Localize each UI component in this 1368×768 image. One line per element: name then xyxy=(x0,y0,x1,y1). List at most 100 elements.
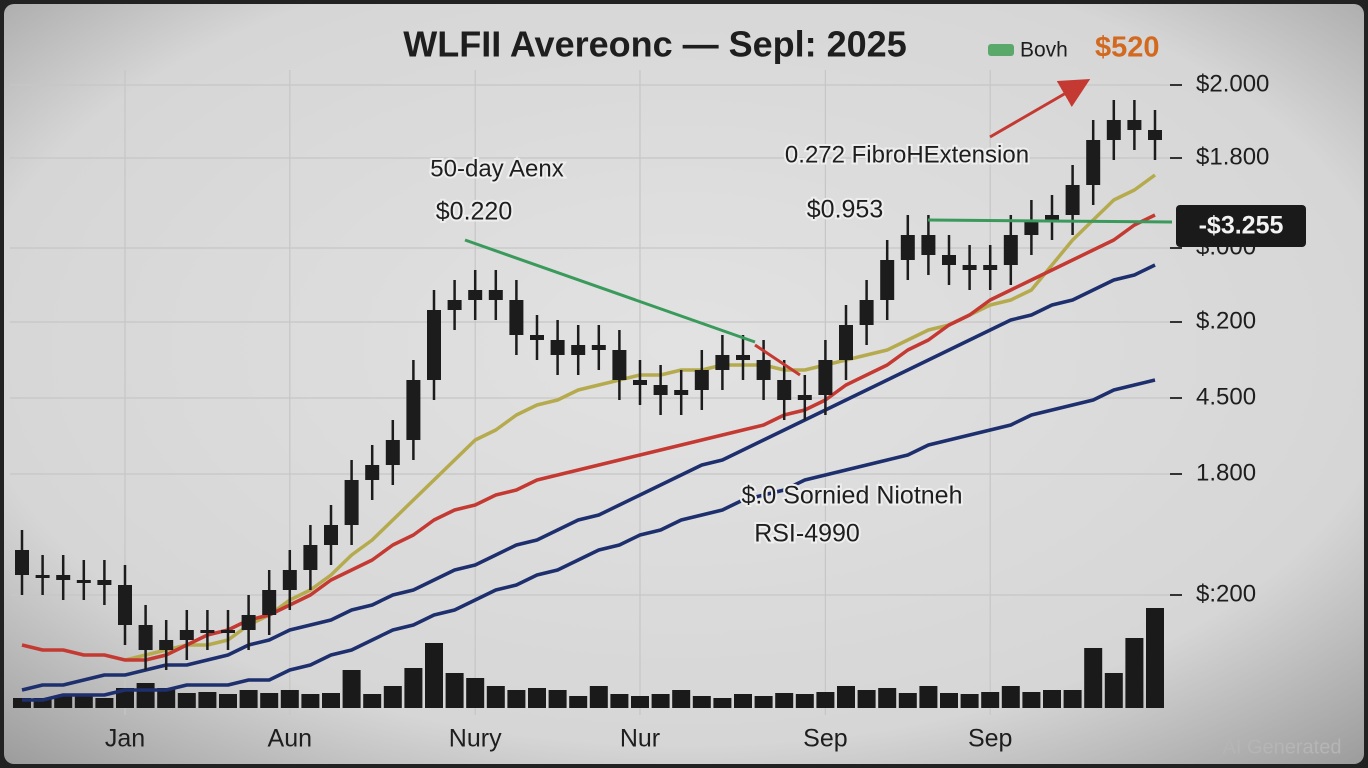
candle-body xyxy=(56,575,71,580)
candle-body xyxy=(983,265,998,270)
candle-body xyxy=(179,630,194,640)
legend-label: Bovh xyxy=(1020,39,1068,62)
volume-bar xyxy=(136,683,155,708)
y-tick-label: $2.000 xyxy=(1196,70,1269,97)
volume-bar xyxy=(528,688,546,708)
price-callout-box xyxy=(1176,205,1306,247)
volume-bar xyxy=(1084,648,1103,708)
candle-body xyxy=(324,525,338,545)
y-tick-label: 4.500 xyxy=(1196,383,1256,410)
annotation: 50-day Aenx xyxy=(430,155,563,182)
volume-bar xyxy=(342,670,361,708)
candle-body xyxy=(509,300,524,335)
candle-body xyxy=(591,345,606,350)
volume-bar xyxy=(486,686,505,708)
volume-bar xyxy=(795,694,814,708)
volume-bar xyxy=(734,694,752,708)
volume-bar xyxy=(301,694,320,708)
candle-body xyxy=(633,380,647,385)
volume-bar xyxy=(13,698,31,708)
volume-bar xyxy=(507,690,526,708)
volume-bar xyxy=(33,698,52,708)
candle-body xyxy=(262,590,277,615)
volume xyxy=(13,608,1164,708)
candle-body xyxy=(282,570,297,590)
moving-average xyxy=(21,213,1156,662)
volume-bar xyxy=(322,693,340,708)
volume-bar xyxy=(219,694,237,708)
candle-body xyxy=(1148,130,1162,140)
candle-body xyxy=(571,345,586,355)
candle-body xyxy=(859,300,874,325)
moving-average xyxy=(22,378,1156,702)
annotation: $0.953 xyxy=(807,196,883,224)
candle-body xyxy=(118,585,132,625)
volume-bar xyxy=(548,690,567,708)
volume-bar xyxy=(157,688,176,708)
candle-body xyxy=(15,550,29,575)
candle-body xyxy=(97,580,112,585)
candle-body xyxy=(1024,220,1039,235)
volume-bar xyxy=(857,690,876,708)
candle-body xyxy=(880,260,895,300)
price-callout: -$3.255 xyxy=(1199,212,1284,240)
volume-bar xyxy=(692,696,711,708)
candle-body xyxy=(818,360,833,395)
volume-bar xyxy=(116,688,134,708)
candle-body xyxy=(1045,215,1059,220)
volume-bar xyxy=(1125,638,1144,708)
x-tick-label: Sep xyxy=(803,725,847,753)
candle-body xyxy=(736,355,750,360)
candle-body xyxy=(962,265,977,270)
volume-bar xyxy=(280,690,299,708)
candle-body xyxy=(138,625,153,650)
volume-bar xyxy=(198,692,217,708)
trendline xyxy=(754,343,801,377)
candle-body xyxy=(921,235,936,255)
candle-body xyxy=(715,355,730,370)
volume-bar xyxy=(940,693,958,708)
candle-body xyxy=(1065,185,1080,215)
candle-body xyxy=(1086,140,1101,185)
candles xyxy=(15,100,1162,670)
candle-body xyxy=(797,395,812,400)
y-tick-label: $:200 xyxy=(1196,580,1256,607)
candle-body xyxy=(612,350,627,380)
candle-body xyxy=(488,290,503,300)
annotations: $2.000$1.800$.000$.2004.5001.800$:200Jan… xyxy=(105,70,1270,752)
volume-bar xyxy=(960,694,979,708)
volume-bar xyxy=(754,696,773,708)
candle-body xyxy=(159,640,174,650)
volume-bar xyxy=(569,696,588,708)
volume-bar xyxy=(775,693,794,708)
volume-bar xyxy=(672,690,691,708)
volume-bar xyxy=(383,686,402,708)
candle-body xyxy=(344,480,359,525)
volume-bar xyxy=(177,693,196,708)
moving-average xyxy=(21,263,1156,692)
volume-bar xyxy=(1001,686,1020,708)
annotation: RSI-4990 xyxy=(754,520,860,548)
grid xyxy=(10,70,1170,715)
volume-bar xyxy=(713,698,732,708)
candle-body xyxy=(694,370,709,390)
x-tick-label: Sep xyxy=(968,725,1012,753)
volume-bar xyxy=(260,693,279,708)
chart-title: WLFII Avereonc — Sepl: 2025 xyxy=(403,24,906,65)
volume-bar xyxy=(631,696,649,708)
annotation: $.0 Sornied Niotneh xyxy=(742,482,963,510)
volume-bar xyxy=(404,668,423,708)
volume-bar xyxy=(1063,690,1082,708)
candle-body xyxy=(385,440,400,465)
y-tick-label: 1.800 xyxy=(1196,459,1256,486)
volume-bar xyxy=(1043,690,1061,708)
x-tick-label: Jan xyxy=(105,725,145,753)
candle-body xyxy=(653,385,668,395)
arrow xyxy=(989,78,1091,139)
candle-body xyxy=(674,390,689,395)
volume-bar xyxy=(445,673,464,708)
candle-body xyxy=(756,360,771,380)
volume-bar xyxy=(239,690,258,708)
